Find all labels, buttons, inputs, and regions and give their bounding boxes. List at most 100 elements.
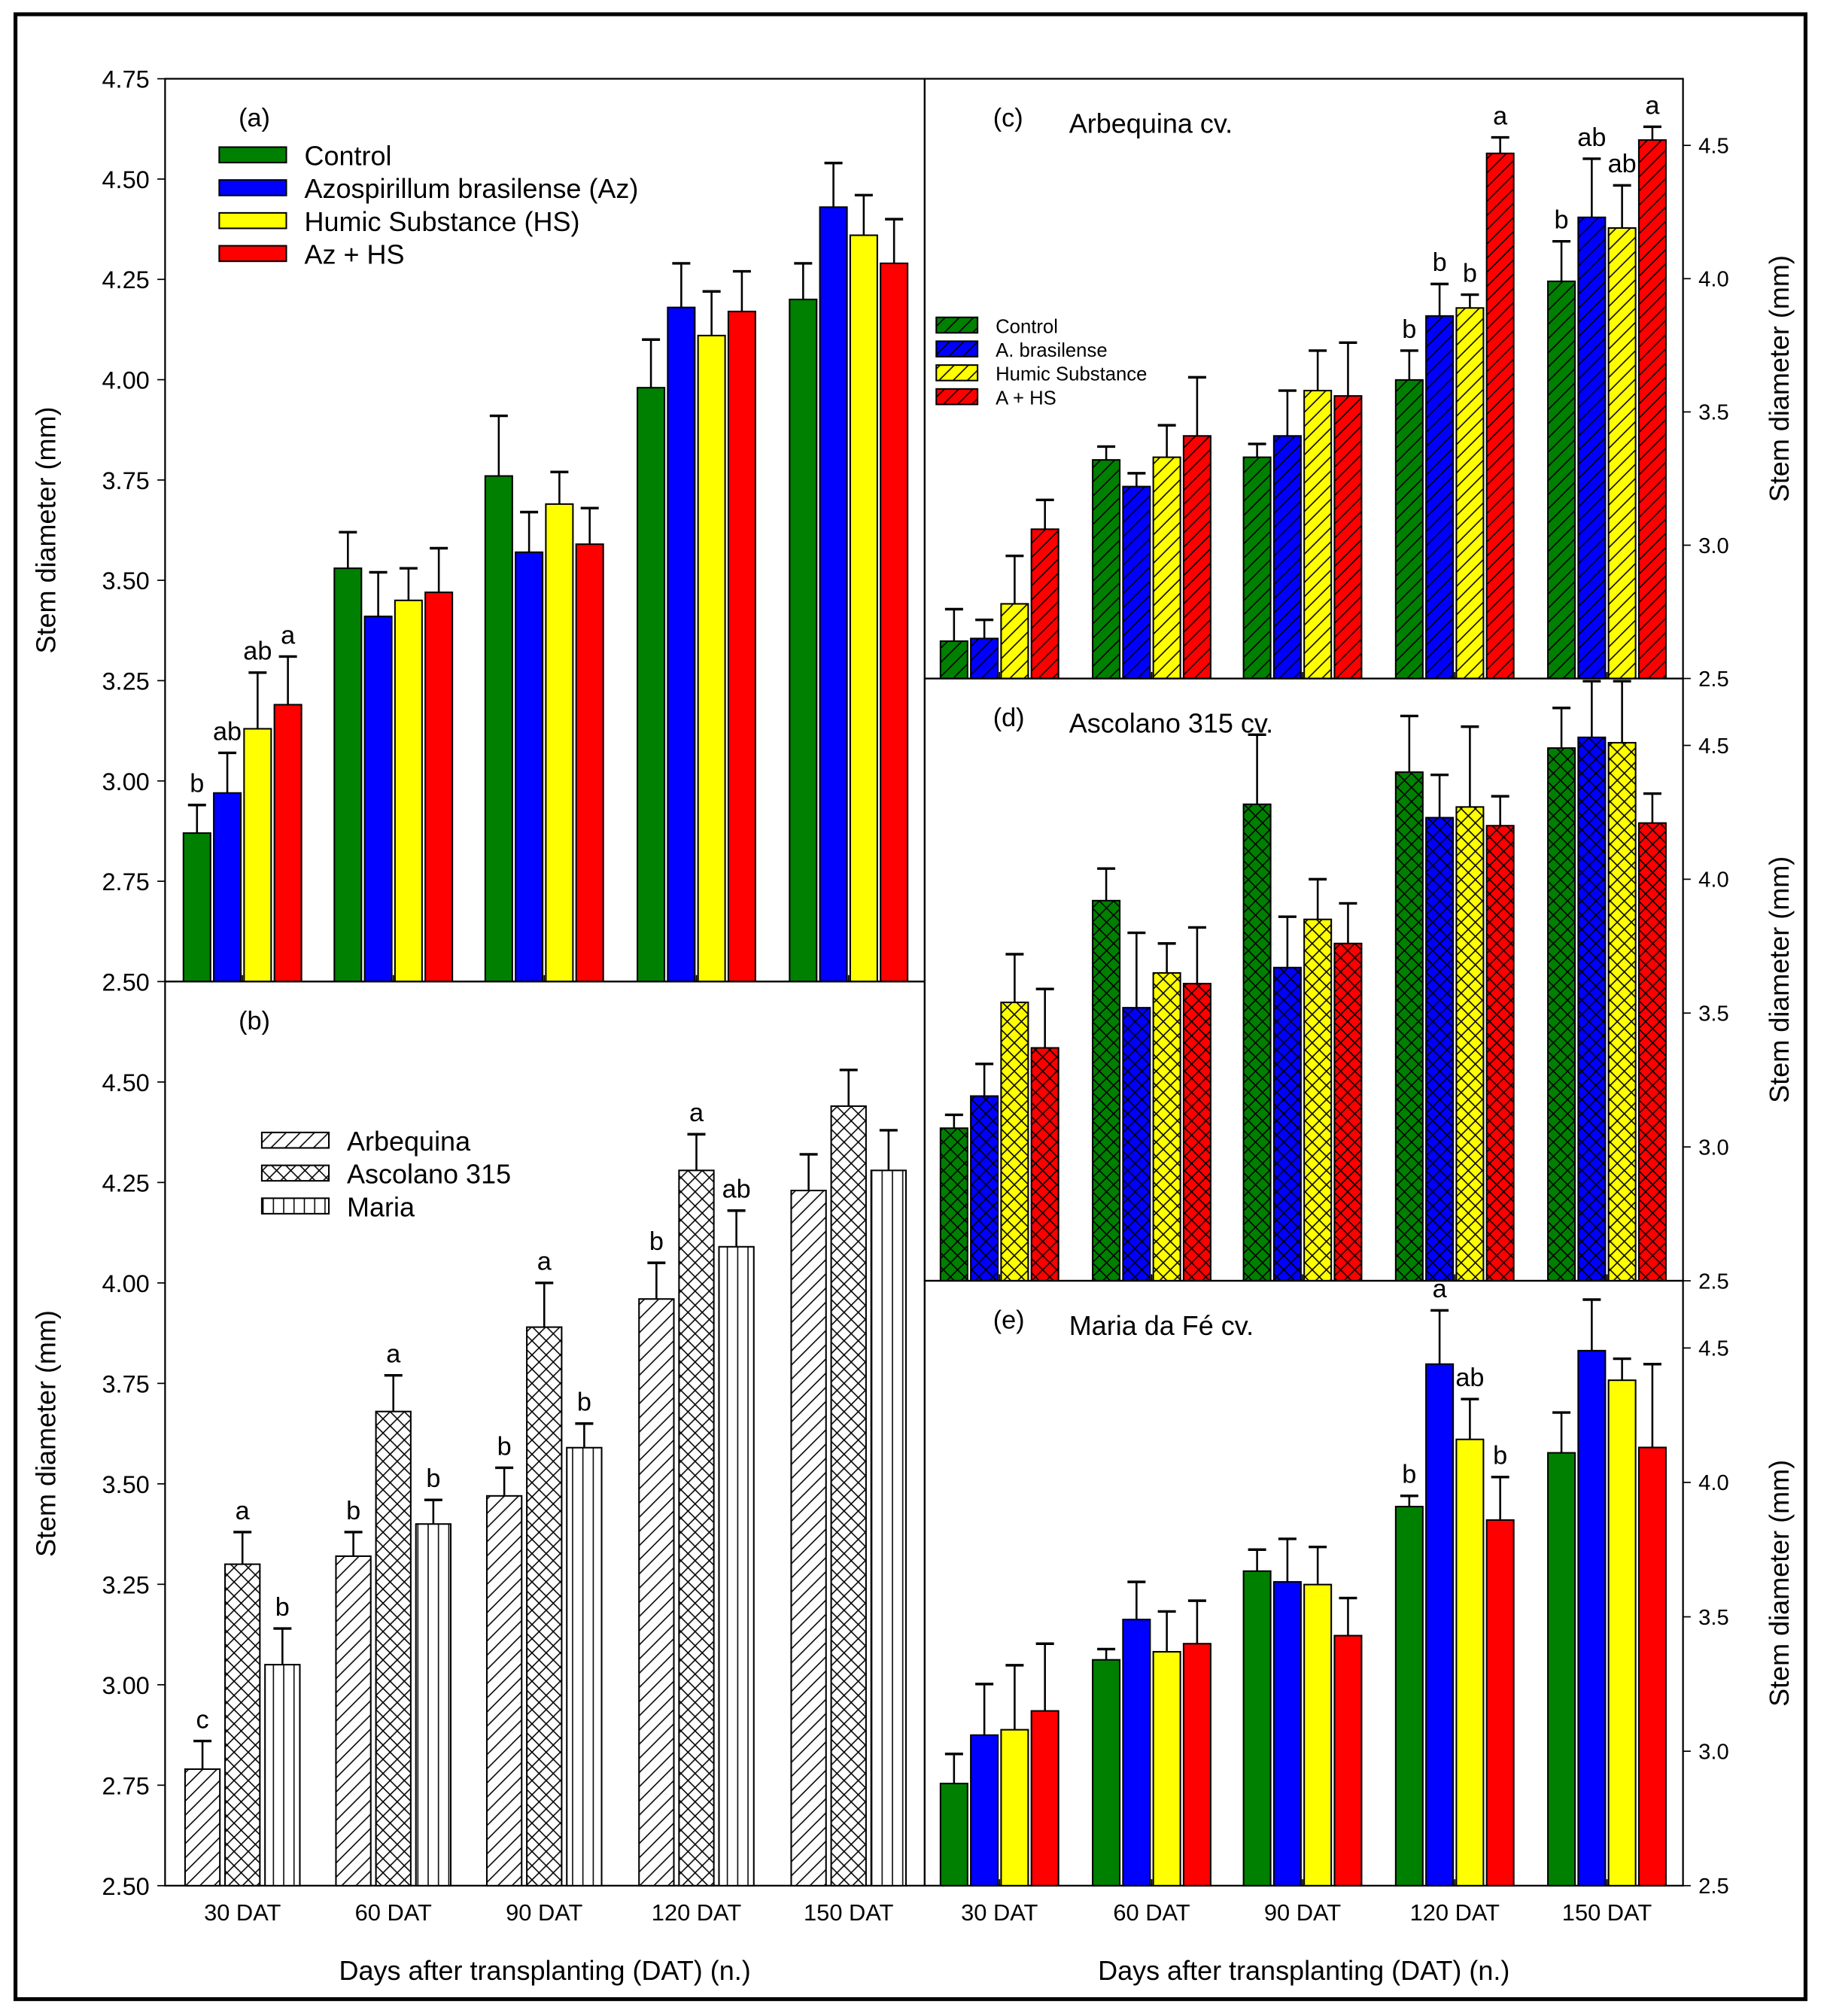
- x-tick-label: 120 DAT: [1410, 1899, 1500, 1926]
- bar-humic-substance-hs-: [849, 234, 878, 983]
- y-tick-label: 3.0: [1698, 534, 1729, 558]
- significance-letter: b: [1402, 1461, 1416, 1489]
- y-tick-label: 2.75: [102, 1772, 149, 1799]
- x-tick-label: 150 DAT: [1562, 1899, 1652, 1926]
- y-tick-label: 3.75: [102, 467, 149, 494]
- significance-letter: a: [1433, 1275, 1448, 1303]
- panel-a: 2.50 2.75 3.00 3.25 3.50 3.75 4.00 4.25 4.50 4.75…: [31, 66, 926, 996]
- y-tick-label: 3.50: [102, 1471, 149, 1498]
- legend-label: Az + HS: [304, 239, 404, 270]
- x-tick-label: 30 DAT: [204, 1899, 281, 1926]
- bar-humic-substance-hs-: [394, 599, 423, 983]
- panel-label: (b): [239, 1007, 270, 1035]
- significance-letter: b: [1493, 1442, 1507, 1470]
- y-axis-label: Stem diameter (mm): [1764, 255, 1795, 502]
- significance-letter: a: [386, 1340, 401, 1369]
- bar-a-brasilense: [1425, 315, 1455, 680]
- y-tick-label: 4.50: [102, 1069, 149, 1096]
- bar-humic-substance: [1303, 918, 1333, 1282]
- panel-title: Arbequina cv.: [1069, 108, 1233, 139]
- y-tick-label: 3.00: [102, 1672, 149, 1699]
- bar-arbequina: [790, 1190, 827, 1887]
- significance-letter: ab: [1455, 1364, 1484, 1392]
- y-tick-label: 2.5: [1698, 667, 1729, 692]
- bar-control: [1242, 1570, 1272, 1887]
- y-tick-label: 2.50: [102, 1873, 149, 1900]
- x-tick-label: 150 DAT: [804, 1899, 894, 1926]
- x-tick-label: 120 DAT: [652, 1899, 742, 1926]
- legend-label: Azospirillum brasilense (Az): [304, 173, 638, 204]
- bar-control: [939, 1127, 968, 1282]
- legend-label: A. brasilense: [996, 340, 1108, 361]
- bar-humic-substance: [1455, 806, 1485, 1282]
- significance-letter: b: [1463, 259, 1477, 287]
- y-tick-label: 2.5: [1698, 1270, 1729, 1294]
- y-tick-label: 4.0: [1698, 1471, 1729, 1495]
- bar-humic-substance: [1607, 227, 1637, 680]
- y-tick-label: 4.5: [1698, 1337, 1729, 1361]
- bar-ascolano-315: [375, 1410, 412, 1887]
- x-axis-label: Days after transplanting (DAT) (n.): [339, 1955, 750, 1986]
- bar-a-hs: [1030, 1710, 1059, 1887]
- y-tick-label: 4.25: [102, 266, 149, 293]
- bar-a-brasilense: [1122, 1619, 1151, 1887]
- significance-letter: b: [649, 1227, 664, 1256]
- y-tick-label: 4.5: [1698, 134, 1729, 158]
- bar-humic-substance: [1455, 1438, 1485, 1887]
- bar-ascolano-315: [526, 1326, 563, 1887]
- y-tick-label: 4.50: [102, 166, 149, 193]
- y-axis-label: Stem diameter (mm): [1764, 856, 1795, 1103]
- bar-control: [1394, 379, 1424, 680]
- panel-label: (a): [239, 104, 270, 132]
- legend-label: Humic Substance (HS): [304, 206, 579, 237]
- panel-d: 2.5 3.0 3.5 4.0 4.5 Stem diameter (mm) (d) Asco…: [923, 677, 1795, 1294]
- bar-humic-substance: [1000, 603, 1029, 680]
- significance-letter: c: [196, 1705, 209, 1734]
- y-axis-label: Stem diameter (mm): [1764, 1460, 1795, 1707]
- significance-letter: b: [275, 1593, 290, 1622]
- y-tick-label: 2.75: [102, 868, 149, 895]
- bar-control: [1242, 803, 1272, 1282]
- bar-ascolano-315: [830, 1105, 867, 1887]
- bar-az-hs: [575, 543, 604, 983]
- y-tick-label: 3.50: [102, 567, 149, 594]
- y-tick-label: 3.5: [1698, 1606, 1729, 1630]
- x-axis-label: Days after transplanting (DAT) (n.): [1098, 1955, 1509, 1986]
- bar-control: [1092, 899, 1121, 1282]
- significance-letter: b: [1555, 206, 1569, 235]
- panel-label: (c): [993, 104, 1023, 132]
- bar-control: [182, 832, 211, 983]
- y-tick-label: 3.25: [102, 667, 149, 695]
- bar-control: [484, 475, 513, 983]
- bar-a-hs: [1485, 1519, 1515, 1887]
- bar-a-brasilense: [1577, 1349, 1607, 1887]
- bar-control: [333, 567, 363, 983]
- y-tick-label: 3.5: [1698, 1002, 1729, 1026]
- legend-swatch: [935, 340, 979, 358]
- significance-letter: ab: [1577, 123, 1606, 152]
- bar-humic-substance: [1607, 741, 1637, 1282]
- bar-az-hs: [880, 262, 909, 983]
- significance-letter: a: [1493, 102, 1508, 130]
- y-tick-label: 3.75: [102, 1370, 149, 1397]
- significance-letter: a: [537, 1248, 552, 1276]
- bar-a-hs: [1030, 1047, 1059, 1282]
- y-tick-label: 4.00: [102, 1270, 149, 1297]
- bar-a-hs: [1333, 942, 1363, 1282]
- bar-a-hs: [1030, 528, 1059, 680]
- panel-e: 2.5 3.0 3.5 4.0 4.5 Stem diameter (mm) 30 DAT 6…: [923, 1275, 1795, 1986]
- legend-swatch: [218, 179, 287, 196]
- y-tick-label: 3.0: [1698, 1136, 1729, 1160]
- significance-letter: b: [1402, 315, 1416, 344]
- bar-a-brasilense: [1577, 736, 1607, 1282]
- bar-a-hs: [1637, 139, 1667, 680]
- x-tick-label: 90 DAT: [1264, 1899, 1341, 1926]
- panel-b: 2.50 2.75 3.00 3.25 3.50 3.75 4.00 4.25 4.50 Stem…: [31, 981, 926, 1986]
- bar-arbequina: [485, 1495, 523, 1887]
- legend-label: A + HS: [996, 388, 1056, 409]
- bar-a-brasilense: [1272, 1581, 1302, 1887]
- bar-control: [1394, 1506, 1424, 1887]
- bar-control: [637, 387, 666, 983]
- bar-humic-substance: [1152, 456, 1181, 680]
